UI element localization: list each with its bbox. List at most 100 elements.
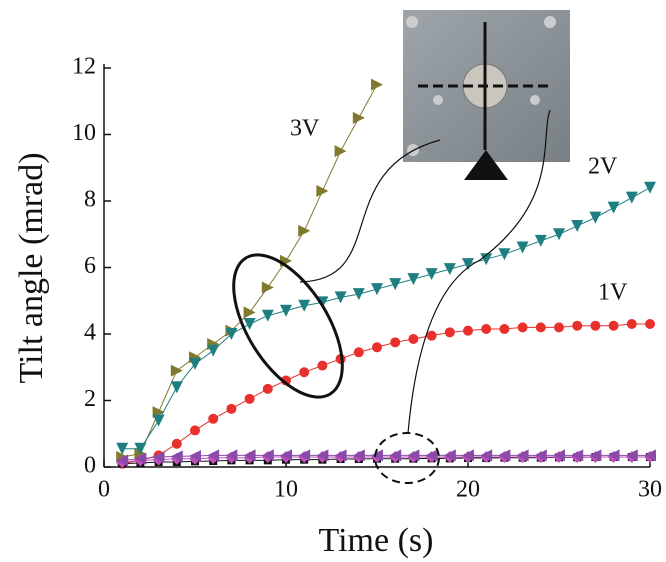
y-tick-label: 10	[72, 120, 96, 146]
data-point	[426, 330, 437, 341]
y-tick-label: 2	[84, 386, 96, 412]
data-point	[462, 449, 474, 462]
data-point	[389, 449, 402, 462]
data-point	[152, 451, 165, 464]
data-point	[243, 318, 256, 331]
data-point	[243, 449, 256, 462]
data-point	[516, 241, 529, 254]
data-point	[298, 224, 311, 237]
data-point	[189, 450, 201, 463]
data-point	[243, 306, 256, 319]
data-point	[607, 201, 620, 214]
callout-connector	[407, 109, 551, 434]
data-point	[261, 281, 274, 294]
x-tick-label: 20	[456, 477, 480, 503]
data-point	[316, 185, 329, 198]
y-tick-label: 0	[84, 453, 96, 479]
series-line	[122, 323, 650, 465]
y-tick-label: 8	[84, 187, 96, 213]
callout-connector	[299, 139, 441, 283]
data-point	[298, 449, 311, 462]
data-point	[261, 309, 274, 322]
data-point	[498, 248, 511, 261]
data-point	[372, 342, 382, 353]
data-point	[553, 449, 565, 462]
data-point	[171, 438, 182, 449]
data-point	[626, 319, 637, 330]
series-label: 1V	[598, 280, 628, 306]
data-point	[589, 449, 602, 462]
data-point	[134, 452, 147, 465]
data-point	[334, 291, 347, 304]
data-point	[352, 449, 365, 462]
data-point	[280, 449, 292, 462]
data-point	[170, 381, 183, 394]
data-point	[208, 413, 219, 424]
data-point	[571, 449, 584, 462]
data-point	[352, 288, 365, 301]
data-point	[625, 191, 638, 204]
data-point	[225, 328, 238, 340]
y-tick-label: 4	[84, 320, 96, 346]
data-point	[444, 327, 455, 338]
data-point	[261, 449, 274, 462]
photo-screw	[433, 95, 443, 105]
data-point	[516, 449, 529, 462]
data-point	[608, 320, 619, 331]
series-line	[122, 187, 651, 450]
data-point	[189, 357, 201, 370]
data-point	[371, 283, 383, 296]
data-point	[535, 322, 546, 333]
photo-screw	[530, 95, 540, 105]
data-point	[590, 320, 601, 331]
data-point	[644, 181, 656, 194]
data-point	[316, 449, 329, 462]
data-point	[480, 449, 493, 462]
data-point	[207, 449, 220, 462]
data-point	[134, 442, 147, 455]
data-point	[644, 449, 656, 462]
data-point	[334, 449, 347, 462]
data-point	[645, 319, 655, 330]
data-point	[116, 442, 129, 455]
data-point	[352, 111, 365, 124]
data-point	[408, 333, 419, 344]
callout-ellipse	[232, 253, 344, 399]
y-axis-title: Tilt angle (mrad)	[13, 152, 50, 383]
inset-photo	[403, 10, 570, 180]
data-point	[572, 320, 583, 331]
data-point	[299, 367, 310, 378]
data-point	[407, 449, 420, 462]
data-point	[371, 449, 383, 462]
data-point	[317, 360, 328, 371]
y-tick-label: 6	[84, 253, 96, 279]
data-point	[481, 324, 492, 335]
data-point	[607, 449, 620, 462]
data-point	[589, 211, 602, 224]
data-point	[262, 383, 273, 394]
data-point	[353, 347, 364, 358]
photo-screw	[544, 16, 556, 28]
data-point	[207, 344, 220, 357]
plot-area: 0 2 4 6 8 10 12 0 10 20 30	[72, 54, 662, 503]
data-point	[152, 414, 165, 427]
data-point	[463, 325, 473, 336]
data-point	[443, 263, 456, 276]
data-point	[170, 450, 183, 463]
data-point	[244, 393, 255, 404]
photo-pointer	[464, 150, 508, 180]
data-point	[190, 425, 200, 436]
data-point	[625, 449, 638, 462]
data-point	[390, 337, 401, 348]
x-axis-title: Time (s)	[319, 522, 434, 559]
data-point	[334, 145, 347, 158]
x-tick-label: 30	[638, 477, 662, 503]
data-point	[389, 278, 402, 291]
data-point	[225, 449, 238, 462]
data-point	[498, 449, 511, 462]
data-point	[517, 322, 528, 333]
data-point	[443, 449, 456, 462]
data-point	[226, 403, 237, 414]
data-point	[462, 258, 474, 271]
